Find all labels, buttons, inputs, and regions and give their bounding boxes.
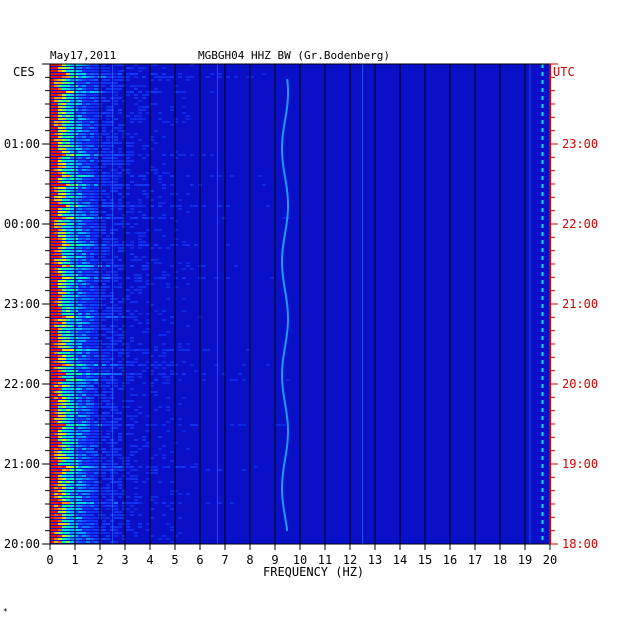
x-tick-label: 9 <box>271 553 279 567</box>
y-tick-label-right: 21:00 <box>562 297 599 311</box>
x-tick-label: 5 <box>171 553 179 567</box>
y-tick-label-right: 22:00 <box>562 217 599 231</box>
x-tick-label: 10 <box>292 553 308 567</box>
y-tick-label-right: 18:00 <box>562 537 599 551</box>
y-tick-label-left: 21:00 <box>3 457 40 471</box>
x-tick-label: 13 <box>367 553 383 567</box>
spectral-line-9-5hz <box>280 78 290 532</box>
y-tick-label-left: 01:00 <box>3 137 40 151</box>
x-tick-label: 0 <box>46 553 54 567</box>
y-tick-label-left: 23:00 <box>3 297 40 311</box>
y-tick-label-left: 00:00 <box>3 217 40 231</box>
x-tick-label: 14 <box>392 553 408 567</box>
x-tick-label: 15 <box>417 553 433 567</box>
left-timezone-label: CES <box>13 65 35 79</box>
x-axis-title: FREQUENCY (HZ) <box>263 565 365 579</box>
y-tick-label-left: 20:00 <box>3 537 40 551</box>
x-tick-label: 6 <box>196 553 204 567</box>
x-tick-label: 12 <box>342 553 358 567</box>
x-tick-label: 7 <box>221 553 229 567</box>
spectrogram-cells <box>50 64 290 543</box>
x-tick-label: 11 <box>317 553 333 567</box>
x-tick-label: 16 <box>442 553 458 567</box>
x-tick-label: 19 <box>517 553 533 567</box>
x-tick-label: 20 <box>542 553 558 567</box>
x-tick-label: 17 <box>467 553 483 567</box>
x-tick-label: 1 <box>71 553 79 567</box>
station-title: MGBGH04 HHZ BW (Gr.Bodenberg) <box>198 49 391 62</box>
x-tick-label: 4 <box>146 553 154 567</box>
x-tick-label: 18 <box>492 553 508 567</box>
date-label: May17,2011 <box>50 49 117 62</box>
y-tick-label-left: 22:00 <box>3 377 40 391</box>
y-tick-label-right: 20:00 <box>562 377 599 391</box>
x-tick-label: 2 <box>96 553 104 567</box>
right-timezone-label: UTC <box>553 65 575 79</box>
x-tick-label: 8 <box>246 553 254 567</box>
y-tick-label-right: 19:00 <box>562 457 599 471</box>
footer-mark: * <box>3 607 8 616</box>
y-tick-label-right: 23:00 <box>562 137 599 151</box>
x-tick-label: 3 <box>121 553 129 567</box>
